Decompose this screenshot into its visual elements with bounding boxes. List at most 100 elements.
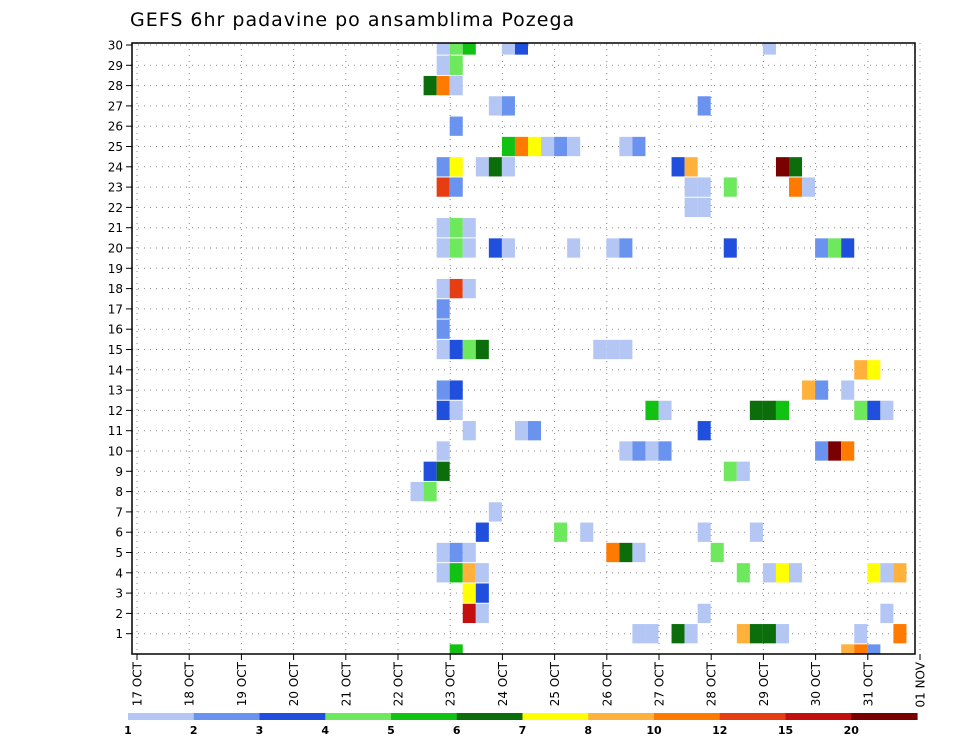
x-tick-label: 20 OCT (287, 661, 301, 706)
precip-cell (775, 157, 789, 177)
precip-cell (501, 96, 515, 116)
precip-cell (436, 461, 450, 481)
precip-cell (632, 136, 646, 157)
precip-cell (828, 238, 842, 258)
x-tick-label: 29 OCT (757, 661, 771, 706)
y-axis: 1234567891011121314151617181920212223242… (108, 39, 132, 641)
precip-cell (449, 644, 463, 654)
y-tick-label: 5 (115, 546, 123, 560)
precip-cell (449, 116, 463, 136)
colorbar-swatch (785, 713, 852, 720)
data-cells (410, 43, 907, 654)
precip-cell (723, 177, 737, 197)
precip-cell (462, 542, 476, 563)
precip-cell (528, 421, 542, 441)
precip-cell (423, 75, 437, 96)
precip-cell (449, 177, 463, 197)
y-tick-label: 25 (108, 140, 123, 154)
colorbar-swatch (654, 713, 721, 720)
precip-cell (554, 136, 568, 157)
y-tick-label: 8 (115, 485, 123, 499)
precip-cell (893, 624, 907, 644)
precip-cell (645, 400, 659, 421)
precip-cell (749, 522, 763, 542)
y-tick-label: 27 (108, 99, 123, 113)
precip-cell (501, 238, 515, 258)
precip-cell (436, 441, 450, 461)
precip-cell (488, 238, 502, 258)
precip-cell (697, 197, 711, 218)
precip-cell (619, 136, 633, 157)
x-tick-label: 01 NOV (914, 661, 928, 707)
precip-cell (841, 644, 855, 654)
precip-cell (462, 218, 476, 238)
precip-cell (697, 522, 711, 542)
precip-cell (867, 563, 881, 583)
precip-cell (645, 624, 659, 644)
precip-cell (567, 238, 581, 258)
precip-cell (436, 218, 450, 238)
plot-frame (131, 42, 916, 655)
precip-cell (475, 583, 489, 603)
x-tick-label: 28 OCT (705, 661, 719, 706)
precip-cell (436, 400, 450, 421)
precip-cell (501, 43, 515, 55)
precip-cell (684, 157, 698, 177)
precip-cell (841, 380, 855, 400)
precip-cell (632, 441, 646, 461)
x-tick-label: 19 OCT (235, 661, 249, 706)
precip-cell (541, 136, 555, 157)
precip-cell (436, 75, 450, 96)
precip-cell (410, 481, 424, 502)
precip-cell (867, 400, 881, 421)
x-tick-label: 30 OCT (809, 661, 823, 706)
colorbar-swatch (851, 713, 918, 720)
precip-cell (619, 238, 633, 258)
precip-cell (736, 624, 750, 644)
precip-cell (462, 43, 476, 55)
precip-cell (789, 157, 803, 177)
y-tick-label: 2 (115, 607, 123, 621)
y-tick-label: 17 (108, 302, 123, 316)
precip-cell (449, 218, 463, 238)
precip-cell (802, 380, 816, 400)
colorbar-label: 12 (712, 724, 727, 737)
precip-cell (775, 563, 789, 583)
precip-cell (449, 75, 463, 96)
y-tick-label: 29 (108, 59, 123, 73)
precip-cell (436, 299, 450, 319)
precip-cell (736, 461, 750, 481)
precip-cell (841, 441, 855, 461)
x-tick-label: 17 OCT (131, 661, 145, 706)
colorbar-label: 5 (387, 724, 395, 737)
colorbar-swatch (391, 713, 458, 720)
precip-cell (449, 542, 463, 563)
colorbar-label: 20 (844, 724, 860, 737)
precip-cell (554, 522, 568, 542)
precip-cell (436, 157, 450, 177)
colorbar-swatch (325, 713, 392, 720)
precip-cell (749, 624, 763, 644)
precip-cell (658, 441, 672, 461)
precip-cell (697, 603, 711, 624)
precip-cell (436, 238, 450, 258)
precip-cell (436, 278, 450, 299)
y-tick-label: 19 (108, 262, 123, 276)
precip-cell (723, 238, 737, 258)
x-tick-label: 18 OCT (183, 661, 197, 706)
y-tick-label: 28 (108, 79, 123, 93)
precip-cell (684, 177, 698, 197)
precip-cell (658, 400, 672, 421)
colorbar-swatch (588, 713, 655, 720)
precip-cell (749, 400, 763, 421)
precip-cell (815, 380, 829, 400)
x-tick-label: 21 OCT (339, 661, 353, 706)
y-tick-label: 26 (108, 120, 123, 134)
precip-cell (514, 136, 528, 157)
y-tick-label: 18 (108, 282, 123, 296)
precip-cell (449, 43, 463, 55)
precip-cell (462, 563, 476, 583)
precip-cell (619, 339, 633, 360)
precip-cell (645, 441, 659, 461)
precip-cell (815, 441, 829, 461)
